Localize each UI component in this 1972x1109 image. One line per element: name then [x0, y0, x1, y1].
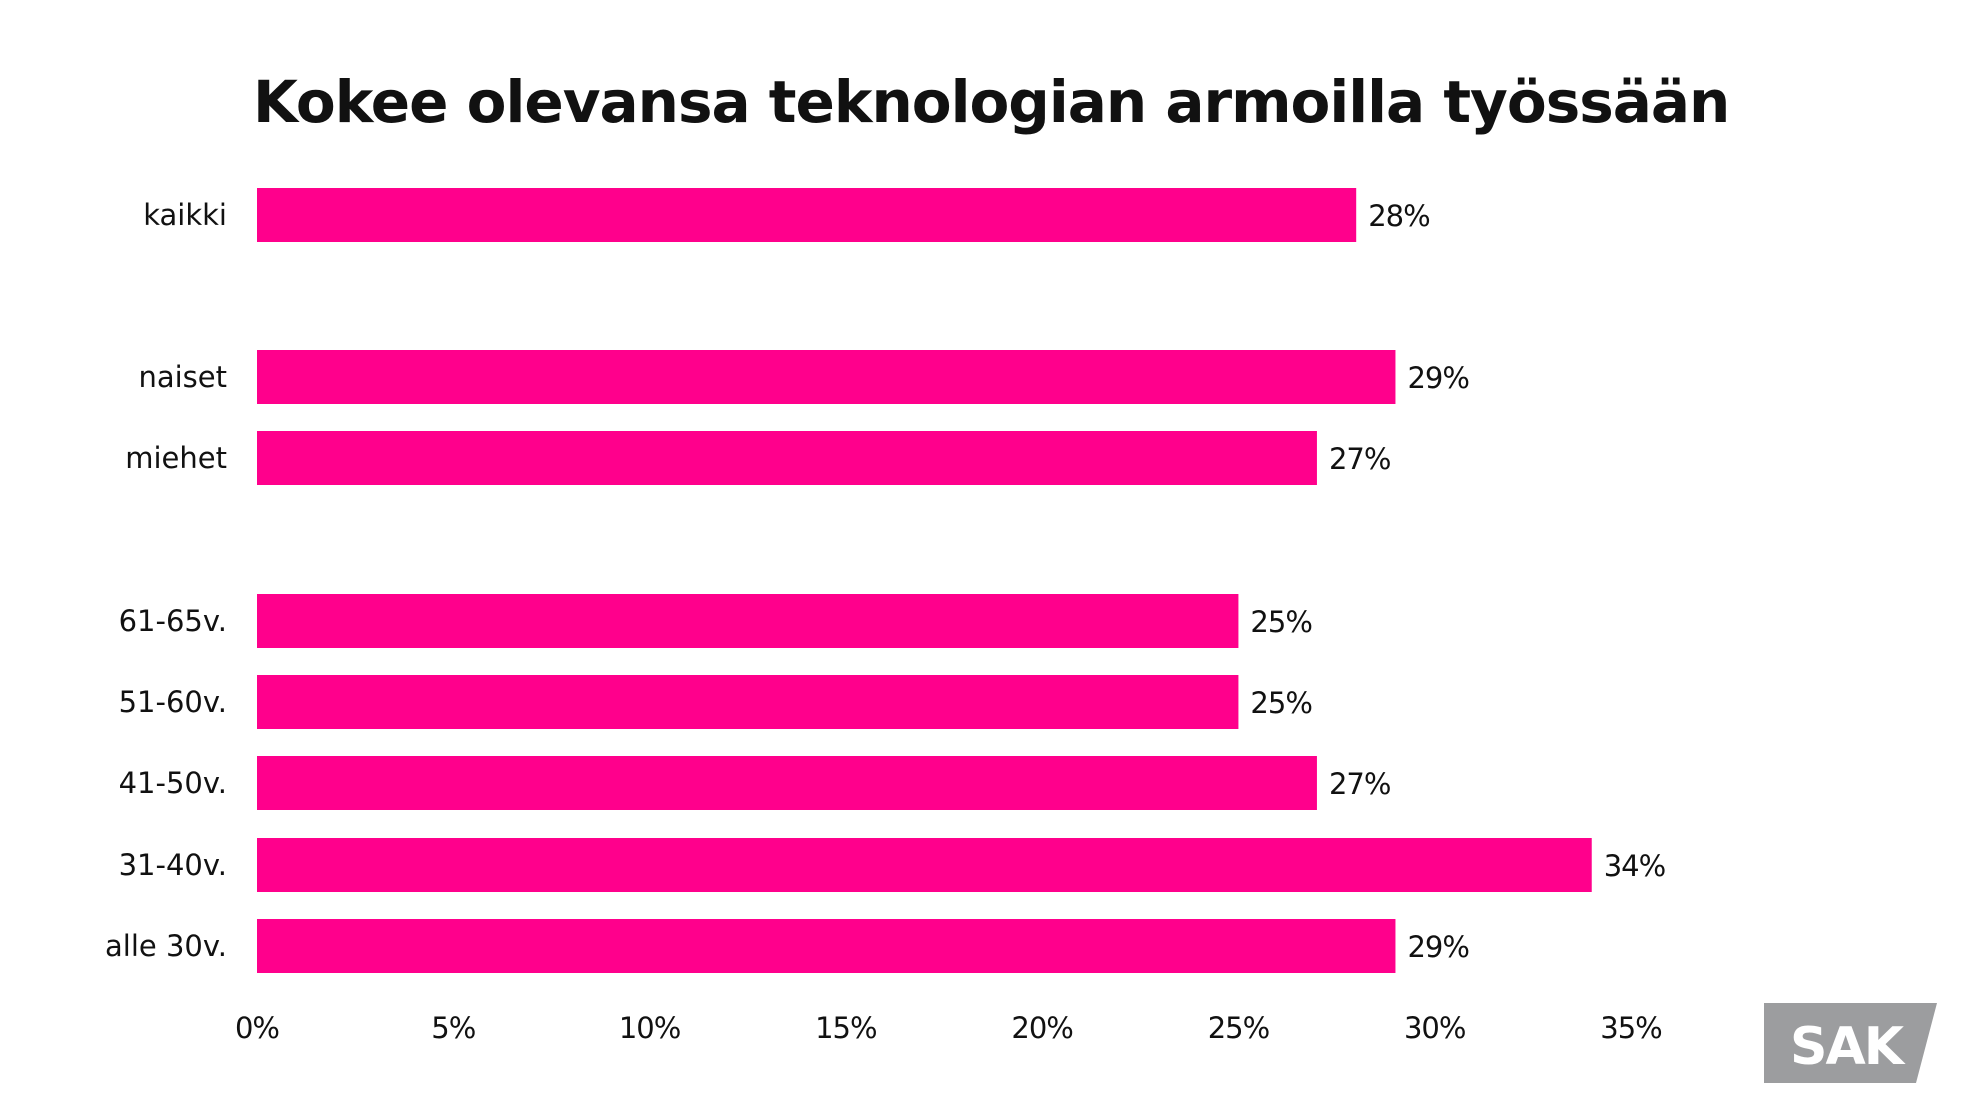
- bar: [257, 431, 1317, 485]
- value-label: 25%: [1250, 605, 1311, 639]
- bar: [257, 919, 1396, 973]
- value-label: 27%: [1329, 442, 1390, 476]
- x-tick-label: 30%: [1404, 1011, 1465, 1045]
- sak-logo: SAK: [1764, 1003, 1937, 1083]
- value-label: 29%: [1407, 930, 1468, 964]
- x-tick-label: 15%: [815, 1011, 876, 1045]
- logo-text: SAK: [1790, 1017, 1906, 1077]
- category-label: naiset: [138, 360, 227, 394]
- logo-shape: [1764, 1003, 1937, 1083]
- category-label: 41-50v.: [119, 766, 227, 800]
- bar: [257, 188, 1357, 242]
- chart-title: Kokee olevansa teknologian armoilla työs…: [253, 68, 1730, 136]
- category-label: miehet: [125, 441, 227, 475]
- bar: [257, 756, 1317, 810]
- x-axis-ticks: 0% 5% 10% 15% 20% 25% 30% 35%: [235, 1011, 1663, 1045]
- value-label: 34%: [1604, 849, 1665, 883]
- category-label: 61-65v.: [119, 604, 227, 638]
- value-label: 25%: [1250, 686, 1311, 720]
- value-label: 29%: [1407, 361, 1468, 395]
- value-label: 28%: [1368, 199, 1429, 233]
- bar: [257, 838, 1592, 892]
- category-label: kaikki: [143, 198, 227, 232]
- x-tick-label: 0%: [235, 1011, 279, 1045]
- x-tick-label: 20%: [1011, 1011, 1072, 1045]
- x-tick-label: 5%: [431, 1011, 475, 1045]
- category-label: alle 30v.: [105, 929, 227, 963]
- x-tick-label: 35%: [1600, 1011, 1661, 1045]
- x-tick-label: 25%: [1208, 1011, 1269, 1045]
- category-label: 51-60v.: [119, 685, 227, 719]
- value-label: 27%: [1329, 767, 1390, 801]
- x-tick-label: 10%: [619, 1011, 680, 1045]
- bar: [257, 350, 1396, 404]
- bar: [257, 675, 1239, 729]
- bar: [257, 594, 1239, 648]
- category-label: 31-40v.: [119, 848, 227, 882]
- bars: kaikki 28% naiset 29% miehet 27% 61-65v. 25% 51-…: [105, 188, 1666, 973]
